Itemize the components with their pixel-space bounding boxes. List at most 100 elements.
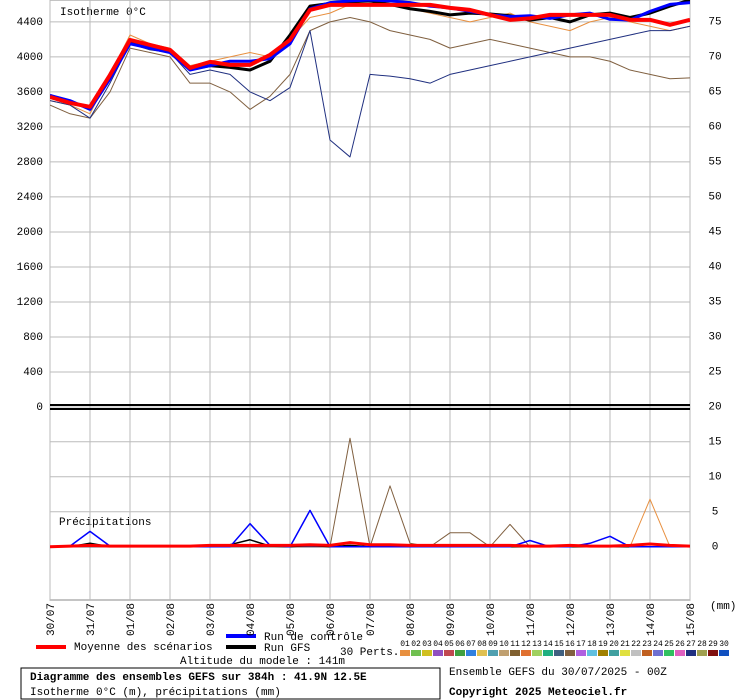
pert-legend-label: 25 [664, 640, 674, 649]
pert-legend-swatch [488, 650, 498, 656]
pert-legend-label: 18 [587, 640, 597, 649]
pert-legend-label: 30 [719, 640, 729, 649]
x-tick-label: 01/08 [126, 603, 138, 636]
pert-legend-swatch [697, 650, 707, 656]
legend-label: Run GFS [264, 643, 311, 655]
upper-label: Isotherme 0°C [60, 7, 146, 19]
pert-legend-swatch [477, 650, 487, 656]
pert-legend-swatch [719, 650, 729, 656]
y-tick-label: 3600 [17, 87, 43, 99]
pert-legend-swatch [642, 650, 652, 656]
pert-legend-label: 04 [433, 640, 443, 649]
x-tick-label: 06/08 [326, 603, 338, 636]
y2-tick-label: 15 [708, 437, 721, 449]
pert-legend-label: 19 [598, 640, 608, 649]
pert-legend-label: 23 [642, 640, 652, 649]
legend-label: Moyenne des scénarios [74, 642, 213, 654]
copyright: Copyright 2025 Meteociel.fr [449, 687, 627, 699]
x-tick-label: 02/08 [166, 603, 178, 636]
x-tick-label: 30/07 [46, 603, 58, 636]
pert-legend-swatch [653, 650, 663, 656]
pert-legend-swatch [510, 650, 520, 656]
pert-legend-label: 06 [455, 640, 465, 649]
pert-legend-label: 22 [631, 640, 641, 649]
pert-legend-label: 16 [565, 640, 575, 649]
altitude: Altitude du modele : 141m [180, 656, 345, 668]
y2-tick-label: 20 [708, 402, 721, 414]
isotherm-line [50, 2, 690, 109]
chart-title: Diagramme des ensembles GEFS sur 384h : … [30, 672, 367, 684]
pert-legend-swatch [455, 650, 465, 656]
x-tick-label: 08/08 [406, 603, 418, 636]
y2-tick-label: 30 [708, 332, 721, 344]
pert-legend-swatch [620, 650, 630, 656]
x-tick-label: 09/08 [446, 603, 458, 636]
pert-legend-swatch [422, 650, 432, 656]
pert-legend-label: 27 [686, 640, 696, 649]
y2-tick-label: 0 [712, 542, 719, 554]
pert-legend-label: 24 [653, 640, 663, 649]
pert-legend-label: 21 [620, 640, 630, 649]
pert-legend-swatch [499, 650, 509, 656]
pert-legend-swatch [565, 650, 575, 656]
isotherm-line [50, 17, 690, 119]
pert-legend-label: 17 [576, 640, 586, 649]
pert-legend-swatch [543, 650, 553, 656]
title-box [20, 667, 441, 700]
y2-tick-label: 25 [708, 367, 721, 379]
pert-legend-label: 20 [609, 640, 619, 649]
pert-legend-swatch [411, 650, 421, 656]
pert-legend-label: 15 [554, 640, 564, 649]
y2-tick-label: 50 [708, 192, 721, 204]
pert-legend-label: 05 [444, 640, 454, 649]
pert-legend-label: 09 [488, 640, 498, 649]
y2-unit: (mm) [710, 601, 736, 613]
y2-tick-label: 55 [708, 157, 721, 169]
y-tick-label: 4000 [17, 52, 43, 64]
pert-legend-label: 14 [543, 640, 553, 649]
x-tick-label: 07/08 [366, 603, 378, 636]
pert-legend-label: 26 [675, 640, 685, 649]
pert-legend-swatch [444, 650, 454, 656]
pert-legend-swatch [686, 650, 696, 656]
x-tick-label: 11/08 [526, 603, 538, 636]
lower-label: Précipitations [59, 517, 151, 529]
pert-legend-label: 29 [708, 640, 718, 649]
y2-tick-label: 5 [712, 507, 719, 519]
pert-legend-swatch [631, 650, 641, 656]
pert-legend-label: 01 [400, 640, 410, 649]
y2-tick-label: 35 [708, 297, 721, 309]
pert-legend-label: 07 [466, 640, 476, 649]
y2-tick-label: 45 [708, 227, 721, 239]
pert-legend-swatch [664, 650, 674, 656]
x-tick-label: 31/07 [86, 603, 98, 636]
y-tick-label: 1200 [17, 297, 43, 309]
pert-legend-swatch [587, 650, 597, 656]
pert-legend-label: 03 [422, 640, 432, 649]
x-tick-label: 05/08 [286, 603, 298, 636]
pert-legend-swatch [521, 650, 531, 656]
pert-legend-label: 11 [510, 640, 520, 649]
legend-label: Run de contrôle [264, 632, 363, 644]
precip-line [50, 541, 690, 549]
pert-legend-swatch [466, 650, 476, 656]
pert-legend-swatch [708, 650, 718, 656]
perts-label: 30 Perts. [340, 647, 399, 659]
x-tick-label: 15/08 [686, 603, 698, 636]
y-tick-label: 800 [23, 332, 43, 344]
y2-tick-label: 65 [708, 87, 721, 99]
y-tick-label: 1600 [17, 262, 43, 274]
y-tick-label: 0 [36, 402, 43, 414]
pert-legend-label: 13 [532, 640, 542, 649]
run-info: Ensemble GEFS du 30/07/2025 - 00Z [449, 667, 667, 679]
pert-legend-swatch [532, 650, 542, 656]
pert-legend-label: 02 [411, 640, 421, 649]
y2-tick-label: 70 [708, 52, 721, 64]
y2-tick-label: 75 [708, 17, 721, 29]
pert-legend-swatch [554, 650, 564, 656]
pert-legend-swatch [400, 650, 410, 656]
x-tick-label: 14/08 [646, 603, 658, 636]
pert-legend-label: 28 [697, 640, 707, 649]
y-tick-label: 2400 [17, 192, 43, 204]
pert-legend-label: 08 [477, 640, 487, 649]
